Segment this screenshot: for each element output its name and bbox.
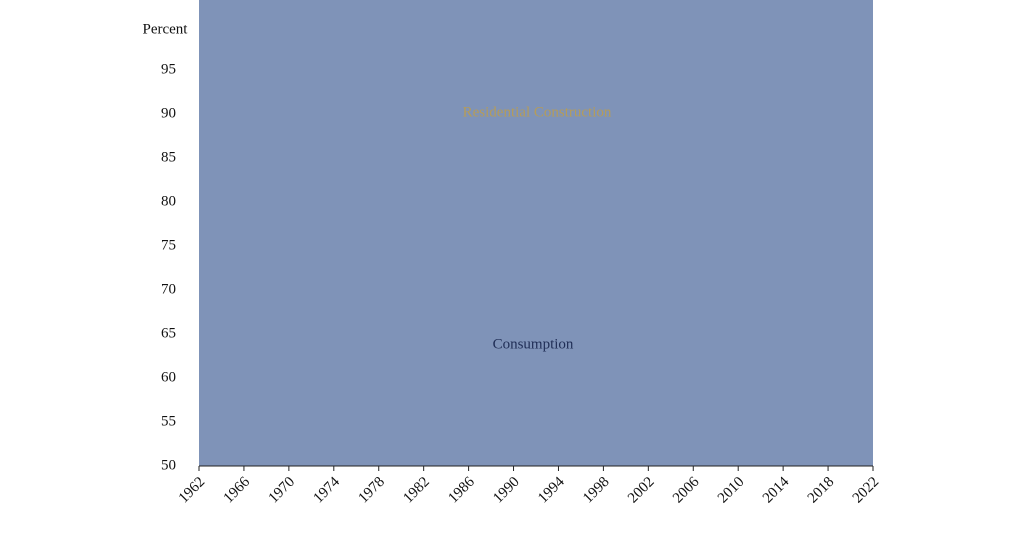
y-tick-label: 75 [161, 237, 176, 253]
x-tick-label: 1998 [580, 474, 613, 507]
x-tick-label: 1966 [221, 474, 254, 507]
y-tick-label: 90 [161, 105, 176, 121]
x-tick-label: 2010 [715, 474, 748, 507]
x-tick-label: 2006 [670, 474, 703, 507]
y-tick-label: 85 [161, 149, 176, 165]
y-axis-label: Percent [143, 21, 189, 37]
x-tick-label: 1962 [176, 474, 209, 507]
x-tick-label: 1978 [355, 474, 388, 507]
x-tick-label: 2018 [805, 474, 838, 507]
x-tick-label: 1986 [445, 474, 478, 507]
x-tick-label: 1990 [490, 474, 523, 507]
y-tick-label: 95 [161, 61, 176, 77]
y-tick-label: 65 [161, 325, 176, 341]
y-tick-label: 70 [161, 281, 176, 297]
area [199, 0, 873, 466]
y-tick-label: 55 [161, 413, 176, 429]
x-tick-label: 2002 [625, 474, 658, 507]
x-tick-label: 1970 [266, 474, 299, 507]
y-tick-label: 60 [161, 369, 176, 385]
area-label: Consumption [493, 336, 574, 352]
x-tick-label: 2014 [760, 474, 793, 507]
x-tick-label: 1974 [311, 474, 344, 507]
x-tick-label: 1994 [535, 474, 568, 507]
y-tick-label: 80 [161, 193, 176, 209]
x-tick-label: 1982 [400, 474, 433, 507]
area-label: Residential Construction [463, 104, 612, 120]
x-tick-label: 2022 [850, 474, 883, 507]
y-tick-label: 50 [161, 457, 176, 473]
